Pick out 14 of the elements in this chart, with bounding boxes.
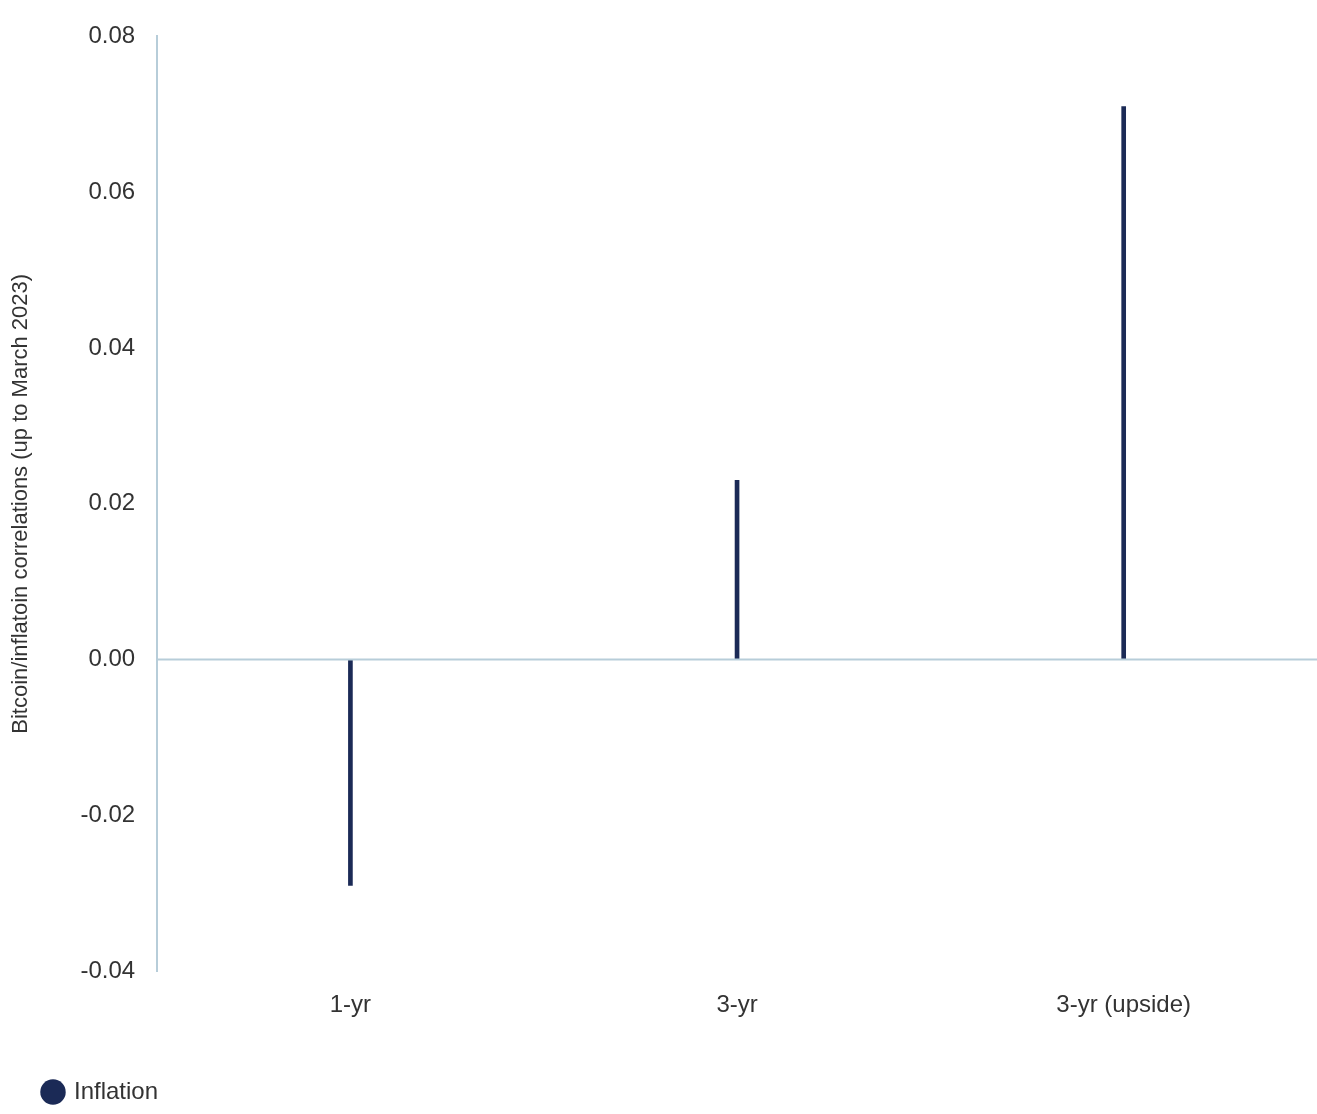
legend-label: Inflation: [74, 1076, 159, 1104]
y-tick-label: 0.00: [88, 644, 136, 672]
y-tick-label: 0.02: [88, 488, 136, 516]
y-tick-label: 0.06: [88, 176, 136, 204]
bar: [1121, 106, 1127, 660]
y-tick-label: -0.02: [80, 800, 136, 828]
x-tick-label: 3-yr (upside): [1056, 990, 1192, 1018]
bar: [348, 659, 353, 886]
y-tick-label: 0.04: [88, 332, 136, 360]
x-tick-label: 1-yr: [329, 990, 372, 1018]
x-tick-label: 3-yr: [716, 990, 758, 1018]
y-tick-label: 0.08: [88, 21, 136, 49]
y-axis-title: Bitcoin/inflatoin correlations (up to March 2023): [7, 273, 33, 734]
y-tick-label: -0.04: [80, 955, 136, 983]
